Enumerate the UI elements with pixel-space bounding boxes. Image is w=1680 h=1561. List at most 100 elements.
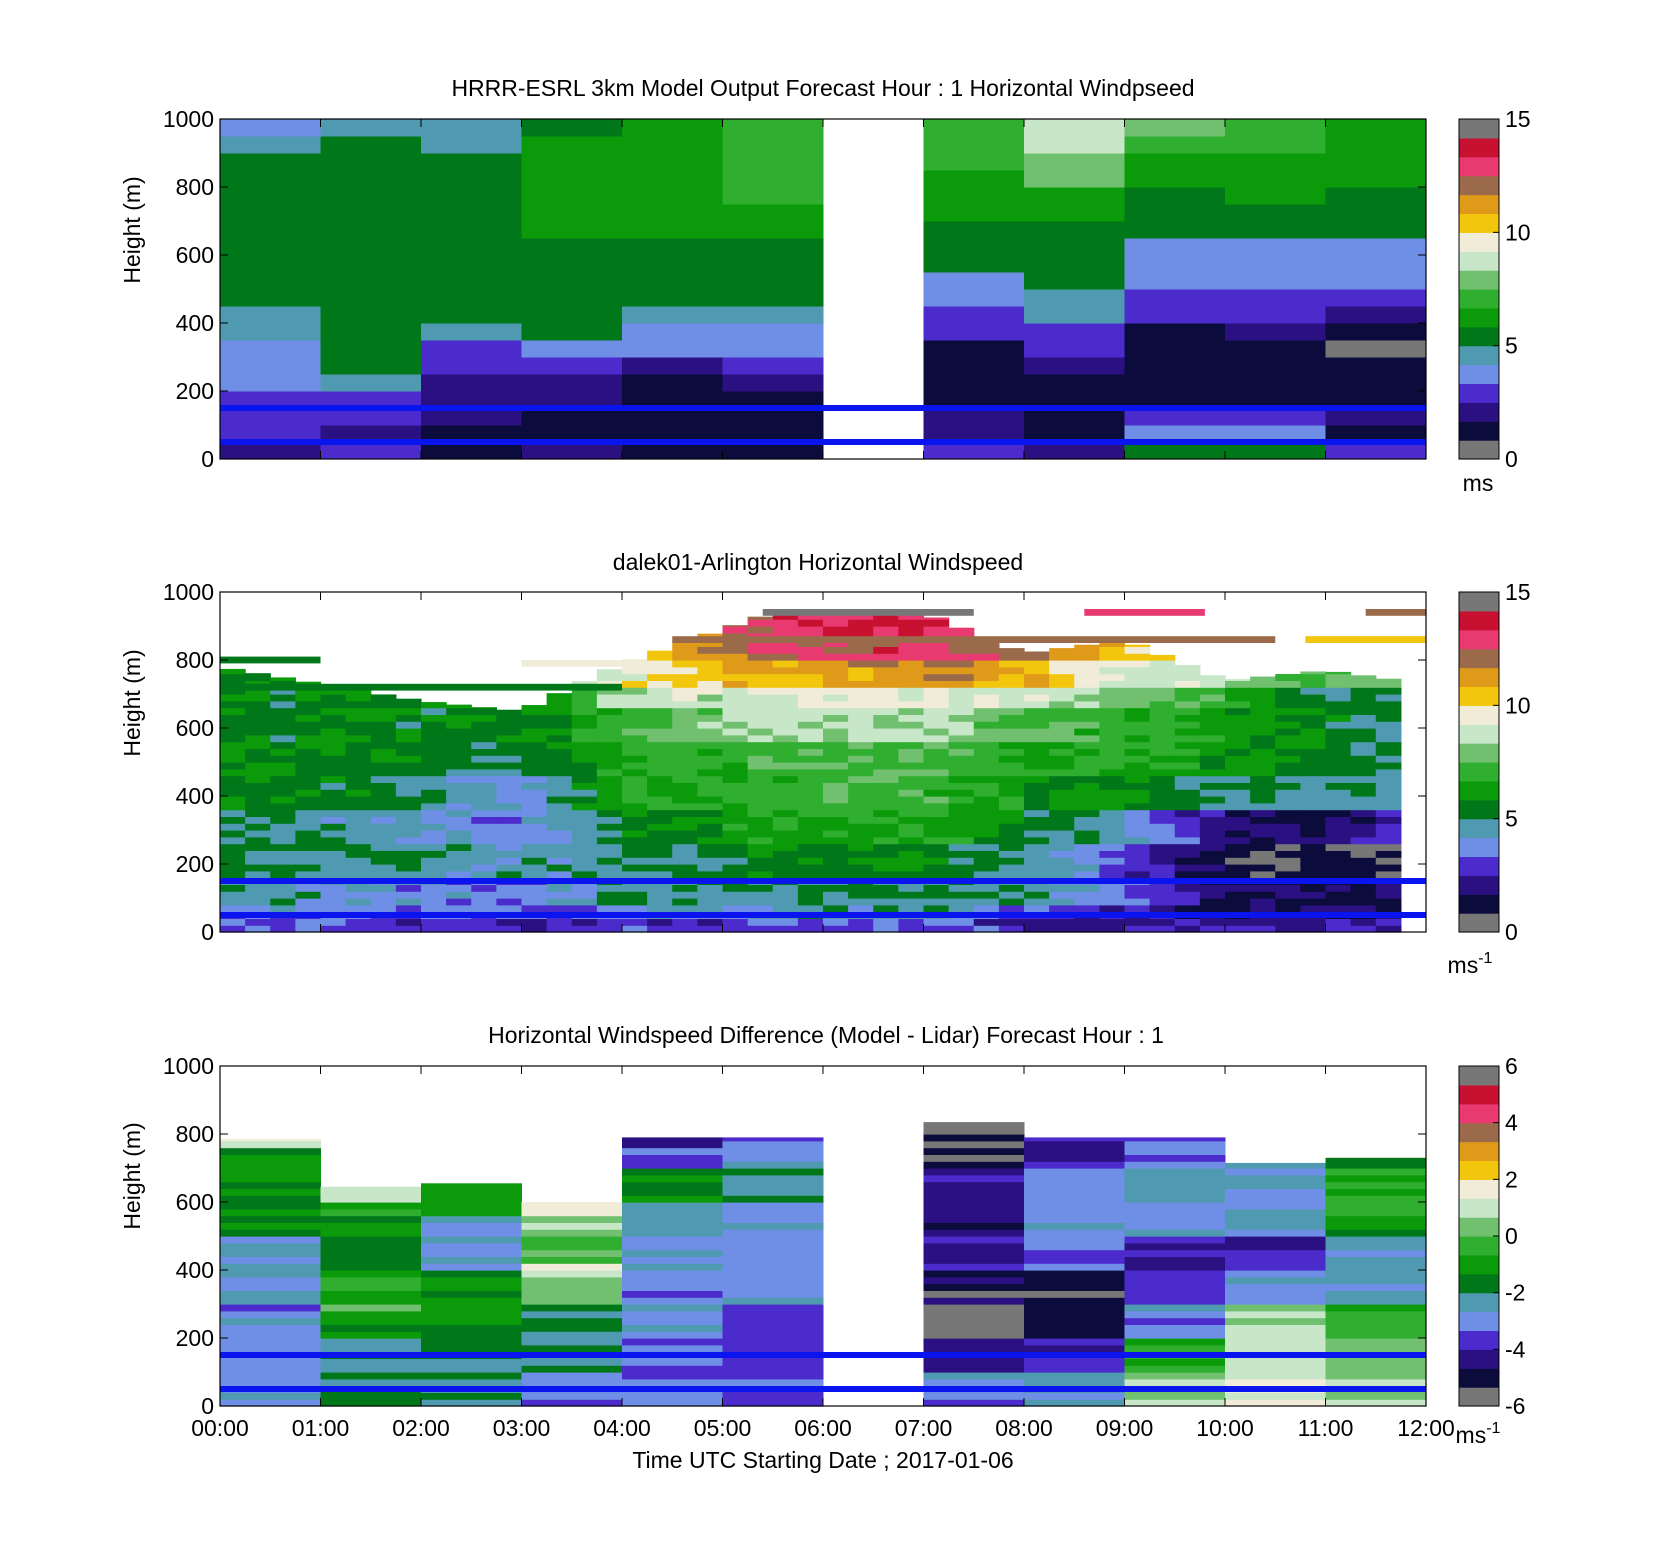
heatmap-cell xyxy=(823,809,849,817)
heatmap-cell xyxy=(1225,898,1251,906)
heatmap-cell xyxy=(546,728,573,736)
heatmap-cell xyxy=(295,891,322,899)
heatmap-cell xyxy=(1049,925,1075,933)
heatmap-cell xyxy=(1350,755,1377,763)
heatmap-cell xyxy=(1149,843,1176,851)
heatmap-cell xyxy=(295,687,322,695)
heatmap-cell xyxy=(898,755,925,763)
heatmap-cell xyxy=(772,646,799,654)
heatmap-cell xyxy=(823,666,849,675)
heatmap-cell xyxy=(697,680,724,688)
heatmap-cell xyxy=(1074,714,1100,722)
heatmap-cell xyxy=(722,1297,824,1305)
heatmap-cell xyxy=(1124,857,1151,865)
heatmap-cell xyxy=(923,187,1025,205)
heatmap-cell xyxy=(1325,1399,1427,1407)
heatmap-cell xyxy=(647,789,673,797)
heatmap-cell xyxy=(1124,728,1151,736)
heatmap-cell xyxy=(1225,836,1251,845)
heatmap-cell xyxy=(1325,680,1352,688)
heatmap-cell xyxy=(772,850,799,858)
heatmap-cell xyxy=(898,898,925,906)
heatmap-cell xyxy=(320,1270,422,1278)
heatmap-cell xyxy=(1325,374,1427,392)
heatmap-cell xyxy=(1124,153,1226,171)
heatmap-cell xyxy=(1300,796,1327,804)
heatmap-cell xyxy=(345,796,372,804)
x-tick-label: 04:00 xyxy=(593,1415,651,1441)
heatmap-cell xyxy=(1199,734,1226,743)
heatmap-cell xyxy=(1149,721,1176,729)
heatmap-cell xyxy=(948,700,975,709)
heatmap-cell xyxy=(1300,707,1327,715)
heatmap-cell xyxy=(762,609,974,616)
heatmap-cell xyxy=(697,796,724,804)
heatmap-cell xyxy=(1099,728,1126,736)
heatmap-cell xyxy=(295,721,322,729)
heatmap-cell xyxy=(1325,1161,1427,1169)
heatmap-cell xyxy=(1225,694,1251,702)
y-tick-label: 200 xyxy=(176,1325,214,1351)
heatmap-cell xyxy=(421,221,522,239)
heatmap-cell xyxy=(320,898,347,906)
heatmap-cell xyxy=(647,707,673,715)
heatmap-cell xyxy=(622,850,648,858)
heatmap-cell xyxy=(471,748,497,756)
heatmap-cell xyxy=(973,789,1000,797)
heatmap-cell xyxy=(672,918,698,926)
heatmap-cell xyxy=(1174,789,1201,797)
heatmap-cell xyxy=(546,762,573,770)
heatmap-cell xyxy=(1124,1297,1226,1305)
heatmap-cell xyxy=(245,918,271,926)
heatmap-cell xyxy=(747,707,774,715)
heatmap-cell xyxy=(1124,700,1151,709)
heatmap-cell xyxy=(370,816,397,824)
heatmap-cell xyxy=(320,323,422,341)
heatmap-cell xyxy=(496,728,523,736)
heatmap-cell xyxy=(1225,687,1251,695)
heatmap-cell xyxy=(622,1208,723,1217)
heatmap-cell xyxy=(622,1378,723,1387)
heatmap-cell xyxy=(345,734,372,743)
heatmap-cell xyxy=(923,1195,1025,1203)
heatmap-cell xyxy=(320,918,347,926)
heatmap-cell xyxy=(998,816,1025,824)
heatmap-cell xyxy=(1325,918,1352,926)
heatmap-cell xyxy=(1074,646,1100,654)
colorbar-frame xyxy=(1458,118,1500,460)
heatmap-cell xyxy=(245,687,271,695)
heatmap-cell xyxy=(873,884,899,892)
heatmap-cell xyxy=(772,768,799,777)
heatmap-cell xyxy=(395,698,422,702)
heatmap-cell xyxy=(421,843,447,851)
heatmap-cell xyxy=(873,680,899,688)
heatmap-cell xyxy=(1225,1297,1326,1305)
heatmap-cell xyxy=(622,374,723,392)
heatmap-cell xyxy=(998,648,1025,654)
heatmap-cell xyxy=(571,891,598,899)
heatmap-cell xyxy=(898,830,925,838)
heatmap-cell xyxy=(1099,673,1126,681)
heatmap-cell xyxy=(797,884,824,892)
heatmap-cell xyxy=(1124,904,1151,913)
heatmap-cell xyxy=(647,721,673,729)
heatmap-cell xyxy=(1174,857,1201,865)
heatmap-cell xyxy=(772,864,799,872)
heatmap-cell xyxy=(1275,898,1301,906)
heatmap-cell xyxy=(1300,680,1327,688)
heatmap-cell xyxy=(270,694,296,702)
heatmap-cell xyxy=(1325,884,1352,892)
heatmap-cell xyxy=(446,836,472,845)
heatmap-cell xyxy=(1325,694,1352,702)
heatmap-cell xyxy=(421,802,447,811)
heatmap-cell xyxy=(1074,830,1100,838)
colorbar-swatch xyxy=(1459,119,1499,139)
heatmap-cell xyxy=(521,707,548,715)
heatmap-cell xyxy=(521,830,548,838)
heatmap-cell xyxy=(1024,666,1050,675)
heatmap-cell xyxy=(797,850,824,858)
heatmap-cell xyxy=(1024,1195,1125,1203)
heatmap-cell xyxy=(923,904,950,913)
heatmap-cell xyxy=(245,707,271,715)
